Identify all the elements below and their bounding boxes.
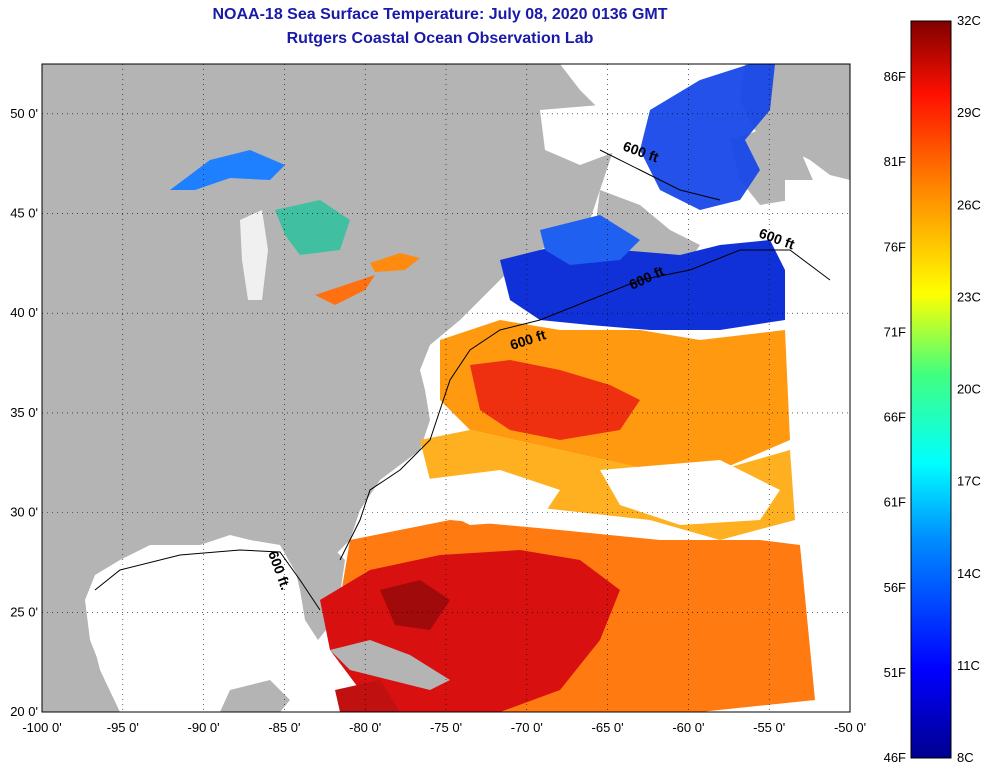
colorbar-fahrenheit-label: 76F (884, 239, 906, 254)
cloud-gap-1 (600, 460, 780, 525)
colorbar-fahrenheit-label: 71F (884, 324, 906, 339)
colorbar-celsius-label: 32C (957, 13, 981, 28)
latitude-labels: 20 0' 25 0' 30 0' 35 0' 40 0' 45 0' 50 0' (10, 106, 38, 719)
cloud-gap-2 (420, 470, 560, 525)
longitude-labels: -100 0' -95 0' -90 0' -85 0' -80 0' -75 0' -70… (22, 720, 866, 735)
colorbar-celsius-label: 20C (957, 382, 981, 397)
sst-south-cuba (335, 680, 400, 712)
lon-tick-label: -85 0' (268, 720, 300, 735)
colorbar-fahrenheit-label: 46F (884, 750, 906, 765)
lon-tick-label: -95 0' (107, 720, 139, 735)
colorbar-fahrenheit-label: 51F (884, 665, 906, 680)
colorbar-fahrenheit-labels: 86F 81F 76F 71F 66F 61F 56F 51F 46F (884, 69, 906, 765)
no-data-east (785, 180, 850, 712)
lon-tick-label: -60 0' (672, 720, 704, 735)
isobath-600ft-north (599, 149, 721, 201)
lat-tick-label: 35 0' (10, 405, 38, 420)
sst-gulf-stream-core (470, 360, 640, 440)
colorbar-fahrenheit-label: 81F (884, 154, 906, 169)
gulf-of-mexico (90, 545, 310, 712)
land-mexico (42, 600, 290, 712)
lat-tick-label: 20 0' (10, 704, 38, 719)
lake-michigan (240, 210, 268, 300)
lon-tick-label: -70 0' (511, 720, 543, 735)
sst-maine-cold (540, 215, 640, 265)
colorbar-celsius-label: 26C (957, 197, 981, 212)
colorbar-celsius-label: 14C (957, 566, 981, 581)
lon-tick-label: -75 0' (430, 720, 462, 735)
colorbar-celsius-label: 17C (957, 474, 981, 489)
colorbar-fahrenheit-label: 66F (884, 410, 906, 425)
colorbar-fahrenheit-label: 56F (884, 580, 906, 595)
lake-erie (315, 275, 375, 305)
colorbar-celsius-label: 11C (957, 658, 980, 673)
lat-tick-label: 30 0' (10, 505, 38, 520)
land-canada-east (560, 64, 850, 180)
colorbar-celsius-label: 23C (957, 289, 981, 304)
land-cuba (330, 640, 450, 690)
graticule (42, 64, 850, 712)
lake-superior (170, 150, 285, 190)
colorbar (910, 20, 952, 759)
lon-tick-label: -65 0' (592, 720, 624, 735)
lon-tick-label: -55 0' (753, 720, 785, 735)
lat-tick-label: 25 0' (10, 604, 38, 619)
lake-huron (275, 200, 350, 255)
lake-ontario (370, 253, 420, 272)
colorbar-celsius-labels: 32C 29C 26C 23C 20C 17C 14C 11C 8C (957, 13, 981, 765)
map-subtitle: Rutgers Coastal Ocean Observation Lab (286, 30, 594, 47)
lon-tick-label: -90 0' (188, 720, 220, 735)
lat-tick-label: 45 0' (10, 206, 38, 221)
lon-tick-label: -50 0' (834, 720, 866, 735)
lat-tick-label: 40 0' (10, 305, 38, 320)
colorbar-fahrenheit-label: 61F (884, 495, 906, 510)
gulf-st-lawrence (540, 105, 640, 165)
colorbar-celsius-label: 29C (957, 105, 981, 120)
colorbar-fahrenheit-label: 86F (884, 69, 906, 84)
isobath-600ft (94, 249, 831, 611)
colorbar-celsius-label: 8C (957, 750, 974, 765)
lon-tick-label: -100 0' (22, 720, 61, 735)
land-north-america (42, 64, 620, 712)
lat-tick-label: 50 0' (10, 106, 38, 121)
sst-bahamas (380, 580, 450, 630)
sst-labrador-cold (640, 64, 775, 210)
lon-tick-label: -80 0' (349, 720, 381, 735)
map-title: NOAA-18 Sea Surface Temperature: July 08… (212, 6, 668, 23)
